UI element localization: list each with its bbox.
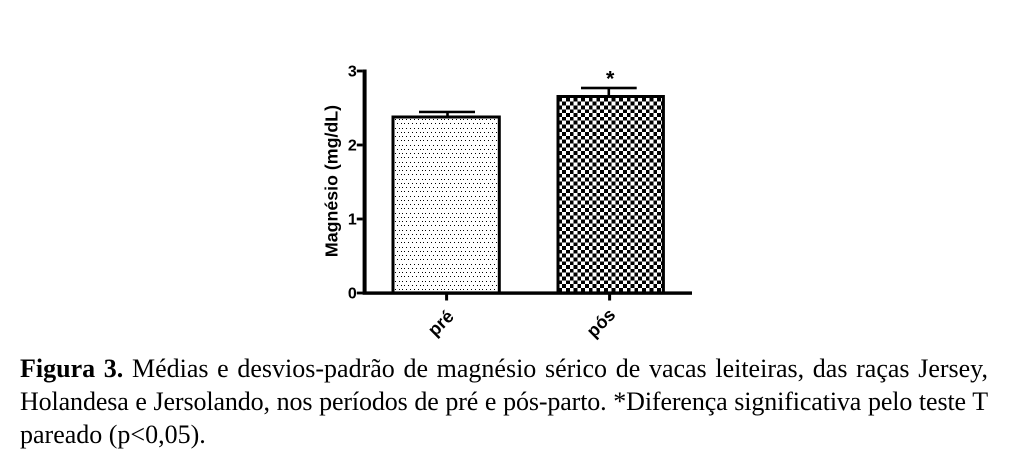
svg-text:Magnésio (mg/dL): Magnésio (mg/dL)	[322, 105, 342, 257]
svg-text:0: 0	[348, 286, 357, 303]
svg-text:1: 1	[348, 212, 357, 229]
svg-text:pré: pré	[424, 306, 458, 340]
svg-text:3: 3	[348, 64, 357, 81]
svg-text:2: 2	[348, 138, 357, 155]
svg-text:pós: pós	[583, 304, 620, 341]
svg-text:*: *	[606, 66, 615, 90]
